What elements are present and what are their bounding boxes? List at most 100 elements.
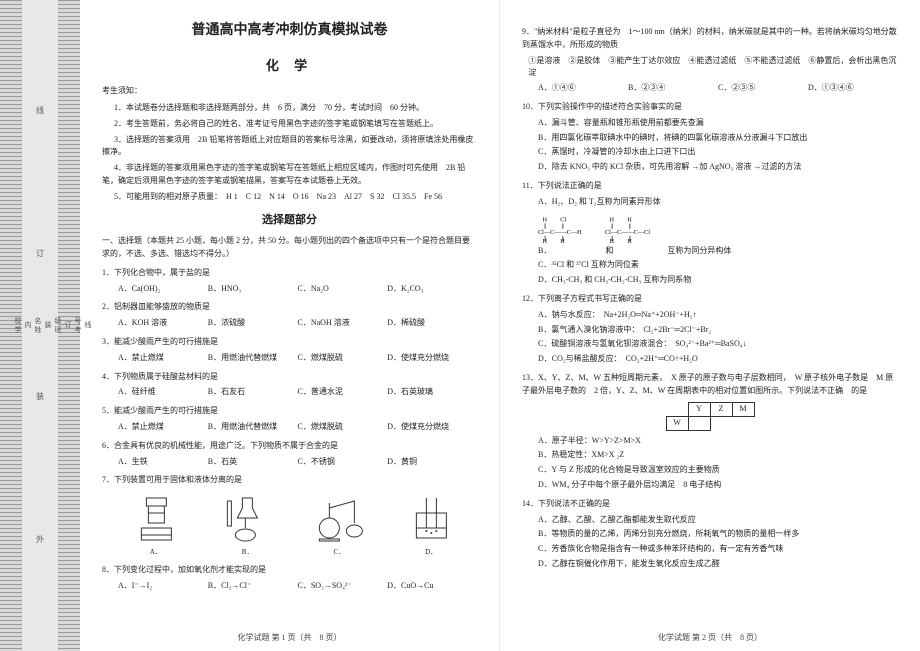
q1-opt-d: D．K₂CO₃ bbox=[387, 283, 477, 296]
molecule-1-icon: HCl Cl—C——C—H HH bbox=[538, 211, 591, 243]
q13-d: D．WM₄ 分子中每个原子最外层均满足 8 电子结构 bbox=[522, 479, 898, 492]
q8-stem: 8．下列变化过程中，加如氧化剂才能实现的是 bbox=[102, 564, 477, 577]
q9-opt-a: A．①④⑥ bbox=[538, 82, 628, 95]
q13-stem: 13．X、Y、Z、M、W 五种短周期元素， X 原子的原子数与电子层数相同， W… bbox=[522, 372, 898, 398]
q11-d: D．CH₃-CH₃ 和 CH₃-CH₂-CH₃ 互称为同系物 bbox=[522, 274, 898, 287]
svg-text:H: H bbox=[542, 216, 547, 223]
q2-stem: 2．铝制器皿能够盛放的物质是 bbox=[102, 301, 477, 314]
q6-opt-c: C．不锈钢 bbox=[298, 456, 388, 469]
q3-opt-a: A．禁止燃煤 bbox=[118, 352, 208, 365]
bind-label: 装 bbox=[43, 321, 53, 330]
notice-head: 考生须知： bbox=[102, 85, 477, 98]
q9-opt-d: D．①③④⑥ bbox=[808, 82, 898, 95]
page-1: 普通高中高考冲刺仿真模拟试卷 化 学 考生须知： 1．本试题卷分选择题和非选择题… bbox=[80, 0, 500, 651]
q11-b-row: HCl Cl—C——C—H HH HH Cl—C——C—Cl HH bbox=[522, 211, 898, 243]
pages-container: 普通高中高考冲刺仿真模拟试卷 化 学 考生须知： 1．本试题卷分选择题和非选择题… bbox=[80, 0, 920, 651]
q3-opt-c: C．燃煤脱硫 bbox=[298, 352, 388, 365]
q2-opt-b: B．浓硫酸 bbox=[208, 317, 298, 330]
q10-a: A．漏斗管、容量瓶和锥形瓶使用前都要先查漏 bbox=[522, 117, 898, 130]
apparatus-d-icon bbox=[391, 493, 472, 543]
q1-stem: 1．下列化合物中，属于盐的是 bbox=[102, 267, 477, 280]
q10-d: D．除去 KNO₃ 中的 KCl 杂质，可先用溶解 →加 AgNO₃ 溶液 →过… bbox=[522, 161, 898, 174]
bind-label: 外 bbox=[35, 535, 46, 545]
q6-stem: 6．合金具有优良的机械性能，用途广泛。下列物质不属于合金的是 bbox=[102, 440, 477, 453]
exam-title: 普通高中高考冲刺仿真模拟试卷 bbox=[102, 20, 477, 42]
svg-text:Cl: Cl bbox=[560, 216, 566, 223]
q7-diagrams: A． B． C． bbox=[102, 493, 477, 558]
q9-opt-c: C．②③⑤ bbox=[718, 82, 808, 95]
q4-opt-b: B．石友石 bbox=[208, 386, 298, 399]
cell bbox=[710, 416, 732, 430]
q4-opt-d: D．石英玻璃 bbox=[387, 386, 477, 399]
section-head: 选择题部分 bbox=[102, 212, 477, 230]
q6-opt-a: A．生铁 bbox=[118, 456, 208, 469]
q12-b: B．氯气通入溴化钠溶液中： Cl₂+2Br⁻═2Cl⁻+Br₂ bbox=[522, 324, 898, 337]
section-desc: 一、选择题（本题共 25 小题，每小题 2 分，共 50 分。每小题列出的四个备… bbox=[102, 235, 477, 261]
q6-opt-b: B．石英 bbox=[208, 456, 298, 469]
bind-label: 内 bbox=[23, 321, 33, 330]
q11-c: C．³⁵Cl 和 ³⁷Cl 互称为同位素 bbox=[522, 259, 898, 272]
q11-b-mid: 和 bbox=[605, 246, 613, 255]
binding-edge-outer: 线 订 装 外 线 号考 订 级班 装 名姓 内 校学 bbox=[0, 0, 80, 651]
q1-opt-a: A．Ca(OH)₂ bbox=[118, 283, 208, 296]
cell: Y bbox=[688, 402, 710, 416]
bind-label: 名姓 bbox=[33, 317, 43, 335]
q8-opt-a: A．I⁻→I₂ bbox=[118, 580, 208, 593]
notice-item: 2．考生答题前，务必将自己的姓名、准考证号用黑色字迹的签字笔或钢笔填写在答题纸上… bbox=[102, 118, 477, 131]
bind-label: 级班 bbox=[53, 317, 63, 335]
q7-label-b: B． bbox=[207, 547, 288, 558]
q11-a: A．H₂、D₂ 和 T₂互称为同素异形体 bbox=[522, 196, 898, 209]
svg-text:H: H bbox=[542, 238, 547, 243]
cell bbox=[688, 416, 710, 430]
notice-item: 1．本试题卷分选择题和非选择题两部分，共 6 页，满分 70 分，考试时间 60… bbox=[102, 102, 477, 115]
q12-a: A．钠与水反应： Na+2H₂O═Na⁺+2OH⁻+H₂↑ bbox=[522, 309, 898, 322]
q11-stem: 11．下列说法正确的是 bbox=[522, 180, 898, 193]
q5-opt-c: C．燃煤脱硫 bbox=[298, 421, 388, 434]
cell: M bbox=[732, 402, 754, 416]
q1-opt-b: B．HNO₃ bbox=[208, 283, 298, 296]
q8-opt-b: B．Cl₂→Cl⁻ bbox=[208, 580, 298, 593]
svg-text:H: H bbox=[628, 216, 633, 223]
q1-opt-c: C．Na₂O bbox=[298, 283, 388, 296]
bind-label: 订 bbox=[35, 249, 46, 259]
q14-stem: 14．下列说法不正确的是 bbox=[522, 498, 898, 511]
q14-a: A．乙醇、乙酸、乙酸乙酯都能发生取代反应 bbox=[522, 514, 898, 527]
q5-opt-d: D．使煤充分燃烧 bbox=[387, 421, 477, 434]
q3-opt-d: D．使煤充分燃烧 bbox=[387, 352, 477, 365]
q10-b: B．用四氯化碳萃取碘水中的碘时，将碘的四氯化碳溶液从分液漏斗下口放出 bbox=[522, 132, 898, 145]
notice-item: 4．非选择题的答案须用黑色字迹的签字笔或钢笔写在答题纸上相应区域内，作图时可先使… bbox=[102, 162, 477, 188]
q3-opt-b: B．用燃油代替燃煤 bbox=[208, 352, 298, 365]
page-footer-2: 化学试题 第 2 页（共 8 页） bbox=[500, 632, 920, 645]
q14-d: D．乙醇在铜催化作用下，能发生氧化反应生成乙醛 bbox=[522, 558, 898, 571]
q9-choices: ①是溶液 ②是胶体 ③能产生丁达尔效应 ④能透过滤纸 ⑤不能透过滤纸 ⑥静置后，… bbox=[522, 55, 898, 81]
page-footer-1: 化学试题 第 1 页（共 8 页） bbox=[80, 632, 499, 645]
notice-item: 5．可能用到的相对原子质量： H 1 C 12 N 14 O 16 Na 23 … bbox=[102, 191, 477, 204]
svg-text:H: H bbox=[610, 216, 615, 223]
q7-label-c: C． bbox=[299, 547, 380, 558]
q5-opt-b: B．用燃油代替燃煤 bbox=[208, 421, 298, 434]
q5-opt-a: A．禁止燃煤 bbox=[118, 421, 208, 434]
svg-text:H: H bbox=[610, 238, 615, 243]
q9-opt-b: B．②③④ bbox=[628, 82, 718, 95]
q6-opt-d: D．黄铜 bbox=[387, 456, 477, 469]
page-2: 9．"纳米材料"是粒子直径为 1～100 nm（纳米）的材料，纳米碳就是其中的一… bbox=[500, 0, 920, 651]
q11-b: B． 和 互称为同分异构体 bbox=[522, 245, 898, 258]
subject-title: 化 学 bbox=[102, 56, 477, 77]
q4-opt-a: A．硅纤维 bbox=[118, 386, 208, 399]
svg-text:Cl—C——C—Cl: Cl—C——C—Cl bbox=[605, 229, 650, 236]
cell: Z bbox=[710, 402, 732, 416]
q10-stem: 10．下列实验操作中的描述符合实验事实的是 bbox=[522, 101, 898, 114]
q3-stem: 3．能减少酸雨产生的可行措施是 bbox=[102, 336, 477, 349]
q13-c: C．Y 与 Z 形成的化合物是导致温室效应的主要物质 bbox=[522, 464, 898, 477]
apparatus-c-icon bbox=[299, 493, 380, 543]
q2-opt-a: A．KOH 溶液 bbox=[118, 317, 208, 330]
q13-b: B．热稳定性：XM>X ₂Z bbox=[522, 449, 898, 462]
q12-d: D．CO₂与稀盐酸反应： CO₂+2H⁺═CO↑+H₂O bbox=[522, 353, 898, 366]
q4-opt-c: C．普通水泥 bbox=[298, 386, 388, 399]
q11-b-suffix: 互称为同分异构体 bbox=[667, 246, 731, 255]
q5-stem: 5．能减少酸雨产生的可行措施是 bbox=[102, 405, 477, 418]
q7-stem: 7．下列装置可用于固体和液体分离的是 bbox=[102, 474, 477, 487]
bind-label: 线 bbox=[35, 106, 46, 116]
q10-c: C．蒸馏时，冷凝管的冷却水由上口进下口出 bbox=[522, 146, 898, 159]
cell bbox=[732, 416, 754, 430]
